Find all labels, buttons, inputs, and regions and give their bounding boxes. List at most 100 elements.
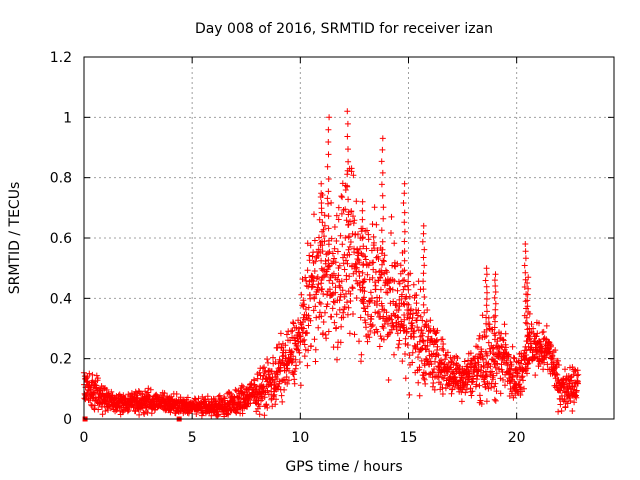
data-point (350, 220, 357, 227)
data-point (478, 401, 485, 407)
data-point (521, 385, 527, 392)
data-series-srmtid (80, 108, 582, 422)
data-point (421, 262, 428, 269)
data-point (502, 330, 509, 337)
data-point (522, 241, 529, 247)
data-point (524, 303, 531, 310)
data-point (525, 285, 532, 292)
data-point (325, 151, 332, 158)
data-point (415, 354, 421, 361)
data-point (525, 274, 532, 281)
data-point (379, 238, 386, 245)
data-point (321, 233, 327, 240)
data-point (334, 248, 341, 255)
data-point (420, 270, 427, 277)
data-point (417, 313, 424, 320)
data-point (415, 379, 422, 386)
data-point (376, 343, 383, 350)
data-point (99, 390, 106, 397)
data-point (421, 309, 428, 316)
data-point (324, 163, 331, 170)
data-point (303, 277, 310, 284)
data-point (347, 298, 354, 304)
data-point (484, 373, 490, 380)
data-point (369, 274, 376, 281)
data-point (374, 310, 381, 317)
data-point (494, 360, 501, 367)
data-point (322, 309, 328, 316)
data-point (374, 298, 381, 305)
data-point (476, 332, 483, 339)
data-point (279, 398, 286, 405)
data-point (466, 370, 473, 377)
data-point (86, 370, 93, 377)
data-point (406, 315, 413, 322)
data-point (273, 396, 279, 403)
data-point (401, 190, 408, 197)
data-point (508, 361, 515, 368)
data-point (264, 387, 271, 394)
data-point (336, 262, 343, 269)
data-point (534, 330, 541, 337)
data-point (232, 386, 239, 393)
data-point (366, 298, 373, 305)
data-point (498, 343, 505, 350)
data-point (285, 377, 292, 384)
data-point (393, 300, 400, 307)
data-point (517, 392, 524, 398)
data-point (339, 194, 346, 201)
data-point (460, 384, 467, 391)
data-point (373, 221, 380, 228)
data-point (344, 183, 351, 190)
data-point (316, 309, 323, 316)
data-point (359, 235, 366, 242)
data-point (377, 333, 384, 340)
data-point (339, 287, 346, 294)
data-point (401, 219, 408, 226)
data-point (507, 380, 514, 387)
data-point (305, 347, 312, 354)
data-point (99, 403, 105, 410)
data-point (480, 356, 487, 363)
data-point (363, 245, 370, 252)
data-point (503, 344, 509, 351)
data-point (284, 380, 291, 387)
data-point (349, 284, 356, 291)
data-point (345, 209, 352, 215)
data-point (410, 281, 417, 288)
data-point (359, 269, 366, 276)
data-point (524, 338, 531, 344)
data-point (476, 335, 482, 342)
data-point (524, 297, 531, 304)
data-point (358, 351, 365, 358)
data-point (342, 206, 349, 213)
data-point (296, 359, 303, 365)
data-point (319, 286, 326, 292)
data-point (433, 338, 440, 345)
data-point (543, 322, 550, 329)
data-point (272, 401, 279, 408)
data-point (338, 323, 345, 330)
data-point (326, 277, 333, 284)
data-point (503, 357, 510, 364)
data-point (350, 213, 356, 220)
data-point (424, 307, 431, 313)
data-point (400, 286, 407, 293)
data-point (318, 190, 325, 197)
data-point (491, 396, 498, 403)
data-point (521, 284, 528, 290)
data-point (261, 364, 268, 371)
data-point (461, 358, 468, 365)
data-point (312, 258, 319, 265)
data-point (401, 257, 408, 264)
data-point (325, 176, 332, 182)
data-point (309, 283, 316, 290)
data-point (524, 370, 530, 377)
data-point (567, 374, 574, 381)
data-point (359, 234, 366, 241)
data-point (378, 250, 385, 257)
data-point (318, 257, 325, 264)
data-point (369, 221, 376, 228)
data-point (124, 408, 131, 415)
data-point (360, 278, 367, 285)
